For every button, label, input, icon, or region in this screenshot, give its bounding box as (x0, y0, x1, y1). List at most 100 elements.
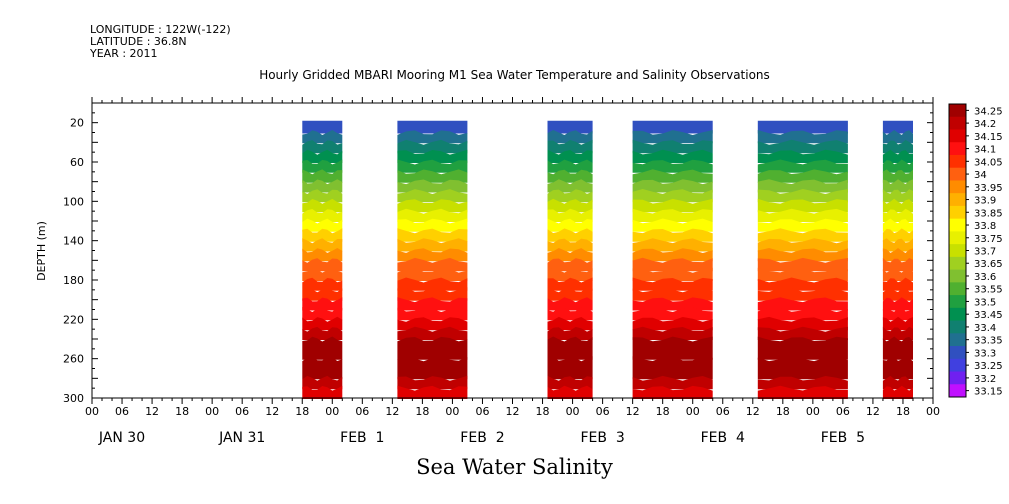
contour-band (547, 149, 593, 163)
contour-band (757, 120, 848, 134)
contour-band (302, 218, 343, 232)
colorbar-swatch (949, 282, 966, 296)
contour-band (302, 356, 343, 380)
contour-band (757, 267, 848, 281)
contour-band (882, 228, 913, 242)
contour-band (882, 238, 913, 252)
contour-band (882, 179, 913, 193)
contour-band (882, 218, 913, 232)
contour-band (302, 385, 343, 399)
contour-band (302, 159, 343, 173)
contour-band (302, 198, 343, 213)
year-label: YEAR : 2011 (90, 47, 158, 60)
x-tick-label: 06 (596, 405, 610, 418)
contour-band (397, 130, 468, 144)
x-tick-label: 12 (265, 405, 279, 418)
contour-band (547, 287, 593, 301)
contour-band (632, 208, 713, 222)
plot-data-area (302, 120, 913, 399)
contour-band (302, 375, 343, 390)
colorbar-label: 33.3 (974, 348, 996, 359)
contour-band (882, 248, 913, 262)
colorbar-label: 33.6 (974, 272, 996, 283)
contour-band (397, 356, 468, 380)
longitude-label: LONGITUDE : 122W(-122) (90, 23, 231, 36)
contour-band (302, 120, 343, 134)
colorbar-label: 34 (974, 170, 987, 181)
contour-band (302, 307, 343, 321)
x-tick-label: 00 (926, 405, 940, 418)
contour-band (632, 139, 713, 154)
contour-band (632, 120, 713, 134)
contour-band (397, 139, 468, 154)
contour-band (547, 258, 593, 272)
contour-band (632, 248, 713, 262)
contour-band (547, 208, 593, 222)
contour-band (632, 356, 713, 380)
contour-band (757, 257, 848, 272)
contour-band (632, 277, 713, 291)
x-tick-label: 00 (806, 405, 820, 418)
contour-band (397, 238, 468, 252)
x-day-label: FEB 2 (460, 430, 504, 446)
contour-band (632, 385, 713, 399)
contour-band (632, 149, 713, 163)
contour-band (882, 189, 913, 203)
contour-band (757, 228, 848, 242)
colorbar-label: 34.25 (974, 106, 1003, 117)
colorbar-label: 33.2 (974, 374, 996, 385)
contour-band (547, 179, 593, 193)
contour-band (757, 198, 848, 213)
contour-band (632, 189, 713, 203)
contour-band (397, 336, 468, 360)
contour-band (757, 248, 848, 262)
contour-band (302, 287, 343, 301)
x-tick-label: 12 (506, 405, 520, 418)
contour-band (632, 287, 713, 301)
colorbar-label: 34.1 (974, 145, 996, 156)
x-axis-label: Sea Water Salinity (416, 455, 613, 479)
x-tick-label: 18 (656, 405, 670, 418)
colorbar-label: 33.8 (974, 221, 996, 232)
x-day-label: JAN 31 (218, 430, 265, 446)
contour-band (302, 149, 343, 163)
contour-band (632, 169, 713, 183)
contour-band (757, 336, 848, 360)
x-tick-label: 00 (85, 405, 99, 418)
contour-band (882, 297, 913, 311)
contour-band (757, 326, 848, 340)
x-tick-label: 06 (475, 405, 489, 418)
y-tick-label: 300 (63, 392, 84, 405)
x-tick-label: 00 (325, 405, 339, 418)
y-axis-label: DEPTH (m) (35, 221, 48, 281)
contour-band (632, 307, 713, 321)
contour-band (302, 277, 343, 291)
contour-band (397, 159, 468, 173)
contour-band (547, 248, 593, 262)
contour-band (397, 149, 468, 163)
x-tick-label: 18 (415, 405, 429, 418)
data-segment (302, 120, 343, 399)
colorbar-swatch (949, 129, 966, 143)
chart-title: Hourly Gridded MBARI Mooring M1 Sea Wate… (259, 68, 770, 82)
contour-band (547, 375, 593, 390)
colorbar-swatch (949, 333, 966, 347)
contour-band (547, 316, 593, 331)
x-day-label: FEB 1 (340, 430, 384, 446)
contour-band (547, 267, 593, 281)
colorbar-label: 33.85 (974, 208, 1003, 219)
x-day-label: FEB 3 (580, 430, 624, 446)
colorbar-swatch (949, 193, 966, 207)
colorbar-label: 33.65 (974, 259, 1003, 270)
contour-band (397, 268, 468, 281)
contour-band (882, 356, 913, 380)
colorbar-swatch (949, 358, 966, 373)
contour-band (397, 208, 468, 222)
x-tick-label: 06 (716, 405, 730, 418)
contour-band (397, 277, 468, 291)
contour-band (882, 169, 913, 183)
contour-band (302, 336, 343, 360)
contour-band (632, 198, 713, 213)
contour-band (882, 316, 913, 331)
